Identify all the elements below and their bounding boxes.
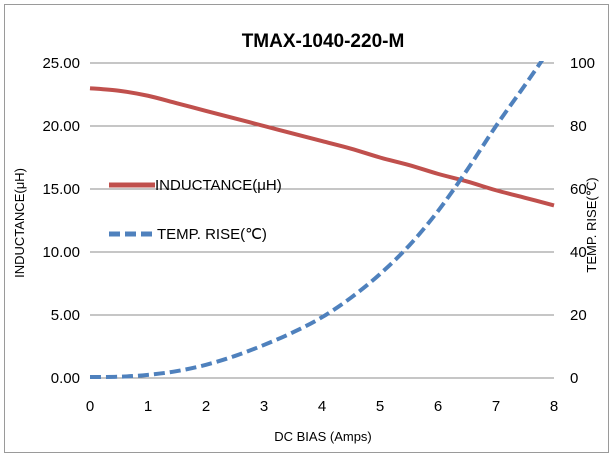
x-axis-label: DC BIAS (Amps) bbox=[274, 429, 372, 444]
legend: INDUCTANCE(μH) TEMP. RISE(℃) bbox=[109, 177, 282, 243]
x-tick-label: 8 bbox=[550, 398, 558, 415]
series-layer bbox=[89, 61, 555, 380]
y-tick-label: 0.00 bbox=[51, 370, 80, 387]
y-tick-label: 5.00 bbox=[51, 307, 80, 324]
chart-svg: TMAX-1040-220-M 0.00 5.00 10.00 15.00 20.00 2… bbox=[12, 31, 599, 444]
y-axis-label: INDUCTANCE(μH) bbox=[12, 168, 27, 278]
x-tick-label: 5 bbox=[376, 398, 384, 415]
legend-label-temp-rise: TEMP. RISE(℃) bbox=[157, 226, 267, 243]
series-line-temp-rise bbox=[89, 61, 545, 380]
x-tick-label: 6 bbox=[434, 398, 442, 415]
y2-axis-label: TEMP. RISE(℃) bbox=[584, 177, 599, 272]
y2-tick-label: 80 bbox=[570, 118, 587, 135]
series-line-inductance bbox=[89, 86, 555, 208]
x-tick-label: 3 bbox=[260, 398, 268, 415]
x-tick-label: 0 bbox=[86, 398, 94, 415]
x-tick-label: 1 bbox=[144, 398, 152, 415]
x-tick-label: 2 bbox=[202, 398, 210, 415]
y2-tick-label: 0 bbox=[570, 370, 578, 387]
x-tick-label: 7 bbox=[492, 398, 500, 415]
y2-tick-label: 60 bbox=[570, 181, 587, 198]
legend-label-inductance: INDUCTANCE(μH) bbox=[155, 177, 282, 194]
y2-tick-label: 100 bbox=[570, 55, 595, 72]
tick-labels: 0.005.0010.0015.0020.0025.00020406080100… bbox=[42, 55, 595, 415]
chart-frame: TMAX-1040-220-M 0.00 5.00 10.00 15.00 20.00 2… bbox=[4, 4, 609, 453]
y2-tick-label: 20 bbox=[570, 307, 587, 324]
y2-tick-label: 40 bbox=[570, 244, 587, 261]
y-tick-label: 10.00 bbox=[42, 244, 80, 261]
chart-title: TMAX-1040-220-M bbox=[242, 31, 405, 52]
x-tick-label: 4 bbox=[318, 398, 326, 415]
y-tick-label: 25.00 bbox=[42, 55, 80, 72]
y-tick-label: 20.00 bbox=[42, 118, 80, 135]
y-tick-label: 15.00 bbox=[42, 181, 80, 198]
grid-lines bbox=[90, 62, 554, 379]
